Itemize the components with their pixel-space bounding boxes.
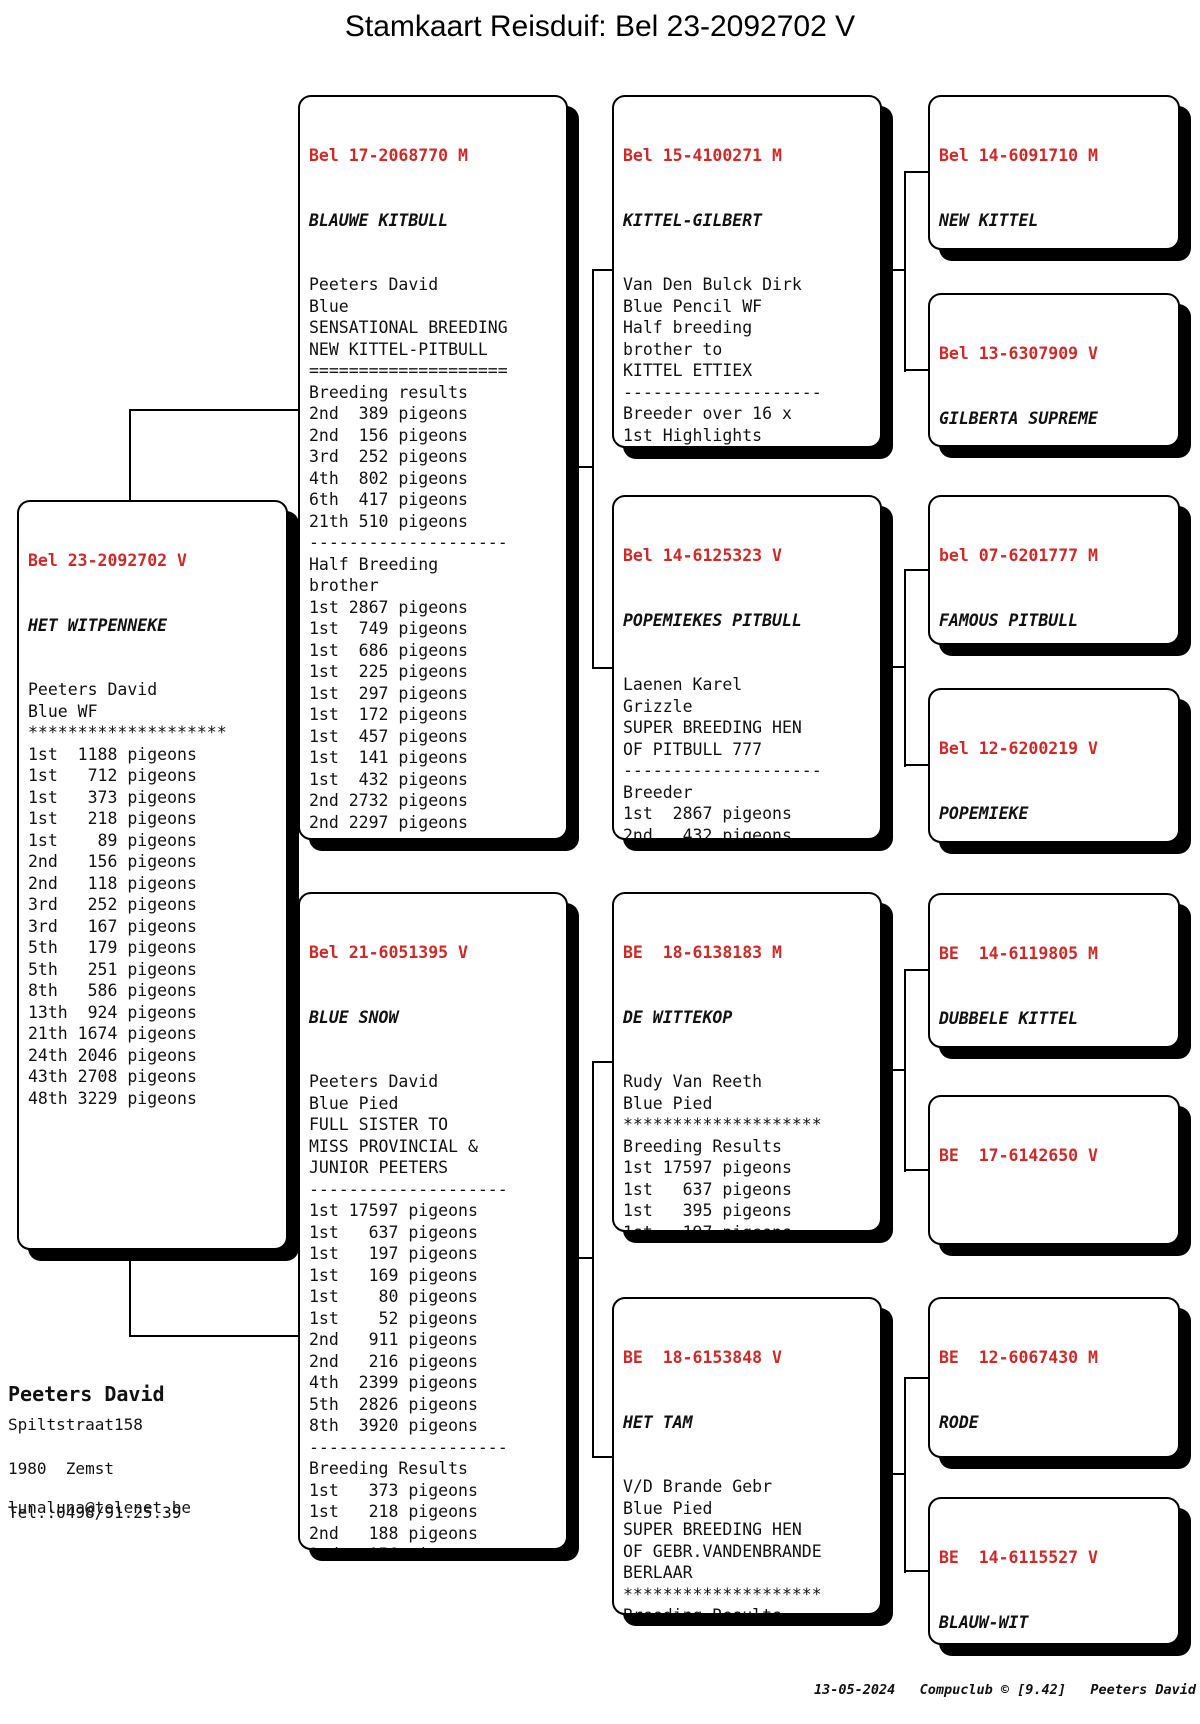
breeder-email: lunaluna@telenet.be: [8, 1498, 192, 1517]
connector-line: [129, 1248, 131, 1337]
pigeon-details: Rudy Van Reeth Blue Pied ***************…: [623, 1072, 822, 1232]
connector-line: [592, 1456, 612, 1458]
ring-number: BE 14-6115527 V: [939, 1548, 1098, 1567]
address-line2: 1980 Zemst: [8, 1459, 114, 1478]
pigeon-card-subject: Bel 23-2092702 V HET WITPENNEKE Peeters …: [17, 500, 288, 1250]
pigeon-name: BLAUW-WIT: [939, 1612, 1029, 1632]
page-title: Stamkaart Reisduif: Bel 23-2092702 V: [344, 10, 856, 43]
connector-line: [882, 1473, 906, 1475]
pigeon-card-greatgrandparent-7: BE 12-6067430 M RODE Swiggers Jozef Red: [928, 1297, 1180, 1458]
ring-number: Bel 12-6200219 V: [939, 739, 1098, 758]
pigeon-card-grandfather-paternal: Bel 15-4100271 M KITTEL-GILBERT Van Den …: [612, 95, 882, 448]
pigeon-name: GILBERTA SUPREME: [939, 408, 1098, 428]
pigeon-card-greatgrandparent-3: bel 07-6201777 M FAMOUS PITBULL Laenen K…: [928, 495, 1180, 645]
pigeon-card-greatgrandparent-6: BE 17-6142650 V Rudy Van Reeth Blauw wit…: [928, 1095, 1180, 1245]
pigeon-card-greatgrandparent-4: Bel 12-6200219 V POPEMIEKE Laenen Karel …: [928, 688, 1180, 843]
connector-line: [882, 269, 906, 271]
pigeon-details: Peeters David Blue Pied FULL SISTER TO M…: [309, 1072, 508, 1548]
pigeon-details: Peeters David Blue WF ******************…: [28, 680, 227, 1108]
ring-number: Bel 14-6091710 M: [939, 146, 1098, 165]
connector-line: [904, 369, 928, 371]
ring-number: Bel 14-6125323 V: [623, 546, 782, 565]
connector-line: [568, 466, 594, 468]
ring-number: Bel 23-2092702 V: [28, 551, 187, 570]
ring-number: bel 07-6201777 M: [939, 546, 1098, 565]
pigeon-name: RODE: [939, 1412, 979, 1432]
connector-line: [592, 1061, 594, 1458]
connector-line: [904, 1377, 906, 1573]
breeder-address: Spiltstraat158 1980 Zemst Tel.:0498/91.2…: [8, 1414, 181, 1524]
pigeon-card-greatgrandparent-2: Bel 13-6307909 V GILBERTA SUPREME Leo He…: [928, 293, 1180, 447]
pigeon-card-mother: Bel 21-6051395 V BLUE SNOW Peeters David…: [298, 892, 568, 1550]
pigeon-card-grandfather-maternal: BE 18-6138183 M DE WITTEKOP Rudy Van Ree…: [612, 892, 882, 1232]
connector-line: [904, 1377, 928, 1379]
connector-line: [129, 1335, 298, 1337]
ring-number: Bel 21-6051395 V: [309, 943, 468, 962]
ring-number: Bel 17-2068770 M: [309, 146, 468, 165]
pigeon-name: POPEMIEKES PITBULL: [623, 610, 802, 630]
pigeon-card-grandmother-paternal: Bel 14-6125323 V POPEMIEKES PITBULL Laen…: [612, 495, 882, 840]
connector-line: [904, 969, 928, 971]
connector-line: [904, 569, 906, 767]
ring-number: Bel 15-4100271 M: [623, 146, 782, 165]
pigeon-details: Van Den Bulck Dirk Blue Pencil WF Half b…: [623, 275, 822, 445]
connector-line: [904, 171, 928, 173]
pigeon-name: DE WITTEKOP: [623, 1007, 733, 1027]
connector-line: [904, 1169, 928, 1171]
pigeon-name: KITTEL-GILBERT: [623, 210, 763, 230]
connector-line: [904, 569, 928, 571]
connector-line: [592, 1061, 612, 1063]
ring-number: BE 18-6138183 M: [623, 943, 782, 962]
address-line1: Spiltstraat158: [8, 1415, 143, 1434]
connector-line: [882, 1069, 906, 1071]
pigeon-name: DUBBELE KITTEL: [939, 1008, 1079, 1028]
pigeon-name: FAMOUS PITBULL: [939, 610, 1079, 630]
pigeon-name: BLUE SNOW: [309, 1007, 399, 1027]
breeder-phone: Tel.:0498/91.25.39: [8, 1503, 182, 1522]
pigeon-name: HET TAM: [623, 1412, 693, 1432]
connector-line: [129, 409, 131, 502]
pigeon-card-greatgrandparent-1: Bel 14-6091710 M NEW KITTEL Van Den Bulc…: [928, 95, 1180, 250]
connector-line: [882, 666, 906, 668]
connector-line: [592, 269, 612, 271]
connector-line: [904, 764, 928, 766]
ring-number: BE 14-6119805 M: [939, 944, 1098, 963]
connector-line: [129, 409, 298, 411]
pigeon-card-greatgrandparent-8: BE 14-6115527 V BLAUW-WIT V/D Brande Geb…: [928, 1497, 1180, 1645]
pigeon-details: Peeters David Blue SENSATIONAL BREEDING …: [309, 275, 508, 838]
pigeon-name: [939, 1210, 1169, 1232]
connector-line: [592, 269, 594, 669]
pigeon-name: POPEMIEKE: [939, 803, 1029, 823]
pigeon-details: V/D Brande Gebr Blue Pied SUPER BREEDING…: [623, 1477, 822, 1613]
pigeon-details: Laenen Karel Grizzle SUPER BREEDING HEN …: [623, 675, 822, 840]
ring-number: Bel 13-6307909 V: [939, 344, 1098, 363]
connector-line: [592, 667, 612, 669]
ring-number: BE 17-6142650 V: [939, 1146, 1098, 1165]
connector-line: [904, 1570, 928, 1572]
pigeon-card-father: Bel 17-2068770 M BLAUWE KITBULL Peeters …: [298, 95, 568, 840]
pigeon-name: HET WITPENNEKE: [28, 615, 168, 635]
print-info: 13-05-2024 Compuclub © [9.42] Peeters Da…: [813, 1682, 1196, 1698]
connector-line: [904, 171, 906, 372]
pigeon-card-grandmother-maternal: BE 18-6153848 V HET TAM V/D Brande Gebr …: [612, 1297, 882, 1615]
ring-number: BE 12-6067430 M: [939, 1348, 1098, 1367]
breeder-name: Peeters David: [8, 1382, 165, 1406]
connector-line: [904, 969, 906, 1172]
pigeon-name: NEW KITTEL: [939, 210, 1039, 230]
pigeon-name: BLAUWE KITBULL: [309, 210, 449, 230]
pigeon-card-greatgrandparent-5: BE 14-6119805 M DUBBELE KITTEL Van Den B…: [928, 893, 1180, 1048]
ring-number: BE 18-6153848 V: [623, 1348, 782, 1367]
connector-line: [568, 1257, 594, 1259]
